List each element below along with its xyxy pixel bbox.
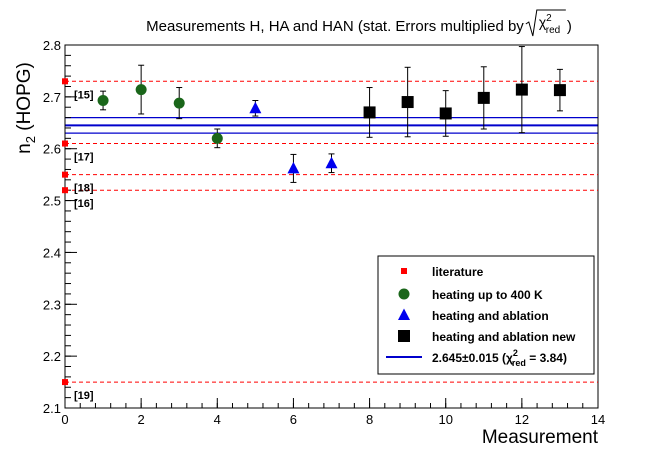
literature-marker	[62, 171, 68, 178]
plot-frame	[64, 44, 599, 409]
legend-series-label: heating up to 400 K	[432, 288, 543, 302]
y-tick-label: 2.5	[43, 194, 61, 209]
x-tick-label: 2	[138, 412, 145, 427]
data-point	[287, 161, 300, 174]
x-tick-label: 14	[591, 412, 605, 427]
data-point	[477, 91, 490, 104]
title-sqrt-term: χ2 red)	[525, 9, 572, 37]
data-point	[401, 96, 414, 109]
x-axis-label: Measurement	[482, 427, 599, 448]
literature-label: [16]	[74, 198, 94, 210]
data-point	[553, 84, 566, 97]
title-close-paren: )	[567, 18, 572, 35]
y-tick-label: 2.2	[43, 349, 61, 364]
data-point	[249, 101, 262, 114]
legend-series-marker	[398, 308, 410, 320]
data-point	[211, 132, 223, 144]
literature-label: [15]	[74, 89, 94, 101]
data-point	[515, 83, 528, 96]
y-tick-label: 2.1	[43, 401, 61, 416]
y-tick-label: 2.3	[43, 297, 61, 312]
literature-marker	[62, 379, 68, 386]
y-tick-label: 2.6	[43, 142, 61, 157]
y-tick-label: 2.7	[43, 90, 61, 105]
y-tick-label: 2.4	[43, 245, 61, 260]
title-chi2-red: χ2 red	[539, 13, 560, 36]
y-axis-label: n2 (HOPG)	[14, 62, 38, 154]
literature-marker	[62, 140, 68, 147]
x-tick-label: 4	[214, 412, 221, 427]
x-tick-label: 0	[61, 412, 68, 427]
legend-series-label: heating and ablation new	[432, 330, 576, 344]
chart-title-text: Measurements H, HA and HAN (stat. Errors…	[146, 18, 524, 35]
literature-label: [19]	[74, 390, 94, 402]
title-sqrt-sign	[525, 9, 566, 37]
x-tick-label: 6	[290, 412, 297, 427]
legend-literature-label: literature	[432, 265, 484, 279]
data-point	[97, 94, 109, 106]
legend-series-label: heating and ablation	[432, 309, 549, 323]
x-tick-label: 12	[515, 412, 529, 427]
legend-box	[377, 255, 595, 375]
legend-fit-label: 2.645±0.015 (χ2 red = 3.84)	[432, 348, 567, 368]
legend-series-marker	[398, 288, 410, 300]
literature-marker	[62, 78, 68, 85]
literature-marker	[62, 187, 68, 194]
legend: literature heating up to 400 K heating and…	[377, 255, 595, 375]
literature-label: [17]	[74, 152, 94, 164]
x-tick-label: 8	[366, 412, 373, 427]
legend-literature-marker	[401, 268, 407, 274]
y-tick-label: 2.8	[43, 38, 61, 53]
data-point	[173, 97, 185, 109]
literature-label: [18]	[74, 183, 94, 195]
data-point	[325, 156, 338, 169]
data-point	[135, 84, 147, 96]
chart-title: Measurements H, HA and HAN (stat. Errors…	[146, 18, 524, 35]
data-point	[363, 106, 376, 119]
legend-series-marker	[398, 330, 410, 342]
data-point	[439, 107, 452, 120]
x-tick-label: 10	[438, 412, 452, 427]
